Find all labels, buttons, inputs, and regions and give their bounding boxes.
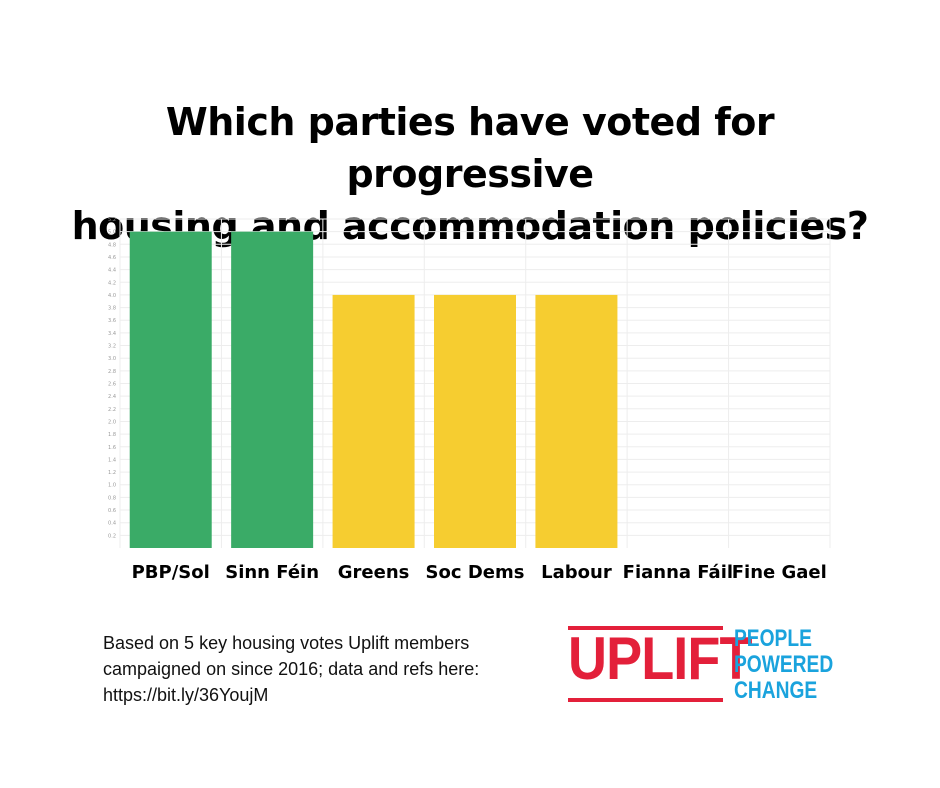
y-tick-label: 0.6 [108,508,116,514]
category-label: Soc Dems [426,562,525,583]
y-tick-label: 0.2 [108,533,116,539]
y-tick-label: 1.2 [108,470,116,476]
bar [332,294,415,548]
y-tick-label: 1.0 [108,483,116,489]
y-tick-label: 3.6 [108,318,116,324]
logo-bar-top [568,626,723,630]
logo-bar-bottom [568,698,723,702]
y-tick-label: 3.0 [108,356,116,362]
y-tick-label: 0.4 [108,521,116,527]
y-tick-label: 2.4 [108,394,116,400]
logo-tagline-line-1: PEOPLE [734,625,812,652]
chart-title: Which parties have voted for progressive… [60,96,880,252]
y-tick-label: 1.4 [108,457,116,463]
y-tick-label: 2.0 [108,419,116,425]
category-label: Fine Gael [732,562,827,583]
title-line-1: Which parties have voted for progressive [165,100,775,196]
y-tick-label: 4.8 [108,242,116,248]
y-tick-label: 2.8 [108,369,116,375]
bar [434,294,516,548]
category-label: Sinn Féin [225,562,319,583]
y-tick-label: 4.0 [108,293,116,299]
y-tick-label: 3.8 [108,306,116,312]
logo-tagline-line-3: CHANGE [734,677,818,704]
category-label: Labour [541,562,612,583]
y-tick-label: 4.4 [108,268,116,274]
bar [231,231,314,548]
footnote-line-3: https://bit.ly/36YoujM [103,685,269,705]
bar-chart: 0.2 0.4 0.6 0.8 1.0 1.2 1.4 1.6 1.8 2.0 2.2 2.4 2.6 2… [108,217,831,583]
category-label: Fianna Fáil [623,562,733,583]
y-tick-label: 3.4 [108,331,116,337]
y-tick-label: 0.8 [108,495,116,501]
uplift-logo: UPLIFT PEOPLE POWERED CHANGE [568,626,848,706]
y-tick-label: 4.2 [108,280,116,286]
y-tick-label: 2.2 [108,407,116,413]
y-tick-label: 3.2 [108,344,116,350]
category-label: PBP/Sol [132,562,210,583]
footnote-line-1: Based on 5 key housing votes Uplift memb… [103,633,470,653]
y-tick-label: 1.6 [108,445,116,451]
bar [535,294,618,548]
logo-tagline: PEOPLE POWERED CHANGE [734,626,833,704]
bar [129,231,212,548]
y-tick-label: 4.6 [108,255,116,261]
y-tick-label: 1.8 [108,432,116,438]
logo-wordmark: UPLIFT [568,625,752,692]
y-tick-label: 2.6 [108,382,116,388]
logo-tagline-line-2: POWERED [734,651,834,678]
footnote-line-2: campaigned on since 2016; data and refs … [103,659,480,679]
footnote: Based on 5 key housing votes Uplift memb… [103,630,543,708]
y-tick-label: 5.2 [108,217,116,223]
y-tick-label: 5.0 [108,230,116,236]
category-label: Greens [338,562,410,583]
